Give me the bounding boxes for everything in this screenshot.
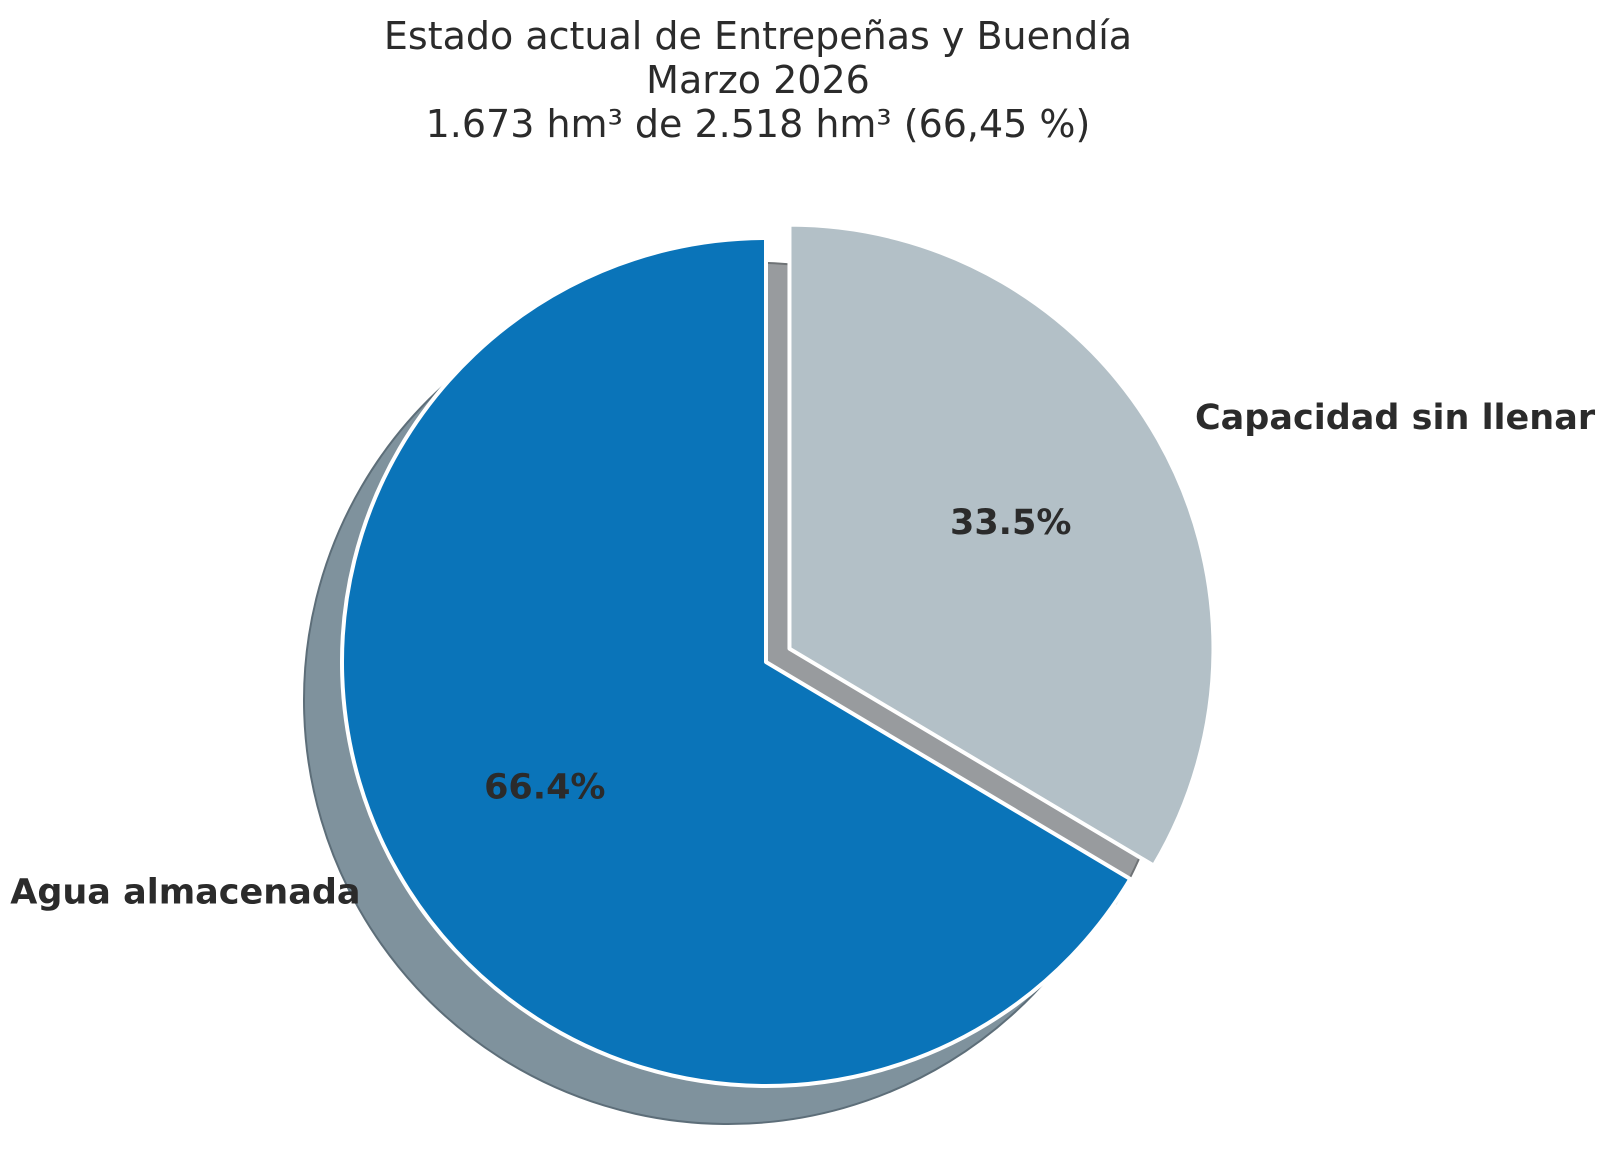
pie-pct-label-agua-almacenada: 66.4%	[484, 768, 605, 808]
pie-pct-label-capacidad-sin-llenar: 33.5%	[950, 503, 1071, 543]
chart-title-line3: 1.673 hm³ de 2.518 hm³ (66,45 %)	[425, 102, 1091, 146]
chart-title-line2: Marzo 2026	[646, 58, 870, 102]
pie-slice-capacidad-sin-llenar	[787, 222, 1216, 868]
chart-title: Estado actual de Entrepeñas y Buendía Ma…	[0, 14, 1516, 146]
pie-slice-agua-almacenada	[340, 236, 1133, 1088]
pie-label-capacidad-sin-llenar: Capacidad sin llenar	[1195, 398, 1596, 438]
pie-label-agua-almacenada: Agua almacenada	[10, 872, 360, 912]
chart-title-line1: Estado actual de Entrepeñas y Buendía	[383, 14, 1133, 58]
